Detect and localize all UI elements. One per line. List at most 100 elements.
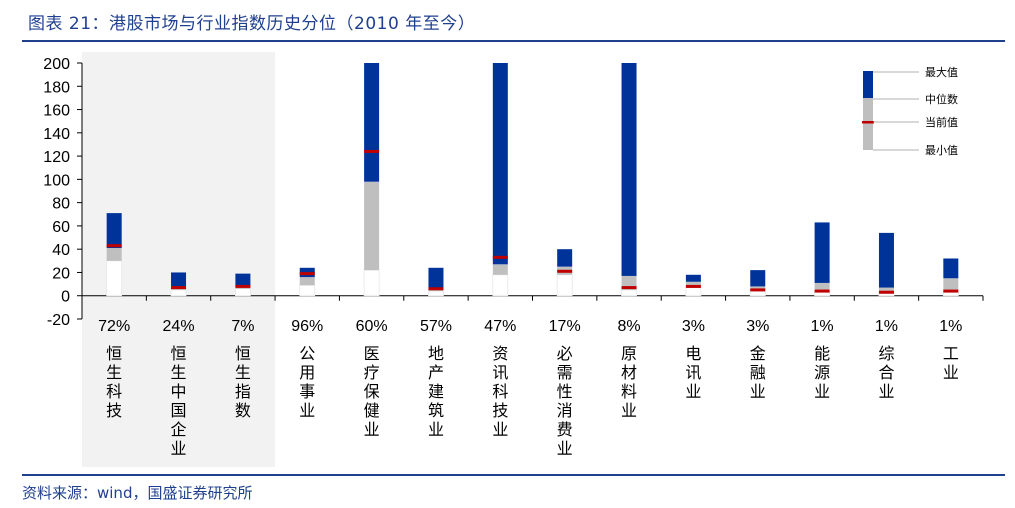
category-label: 必需性消费业 (557, 344, 573, 458)
percentile-label: 24% (163, 318, 195, 335)
bar-upper-segment (171, 272, 187, 287)
bar-min-segment (234, 288, 251, 297)
legend-lower-swatch (863, 98, 873, 150)
bar-lower-segment (685, 281, 701, 288)
legend-label: 中位数 (925, 92, 958, 106)
bar-lower-segment (492, 264, 508, 275)
percentile-label: 72% (98, 318, 130, 335)
percentile-label: 3% (682, 318, 705, 335)
bar-lower-segment (299, 277, 315, 286)
bar-upper-segment (750, 270, 766, 287)
category-label: 综合业 (878, 344, 894, 401)
bar-upper-segment (492, 63, 508, 265)
chart-title: 图表 21：港股市场与行业指数历史分位（2010 年至今） (28, 14, 476, 34)
y-tick-label: 20 (52, 265, 70, 282)
percentile-label: 1% (811, 318, 834, 335)
bar-upper-segment (943, 258, 959, 279)
current-value-marker (299, 272, 315, 276)
bar-min-segment (428, 290, 444, 297)
percentile-label: 3% (746, 318, 769, 335)
bars-group (106, 63, 959, 297)
labels-group: 72% 恒生科技 24% 恒生中国企业 7% 恒生指数 96% 公用事业 60% 医疗保健业 57%… (98, 318, 962, 458)
percentile-label: 60% (356, 318, 388, 335)
category-label: 原材料业 (621, 344, 637, 420)
y-tick-label: 180 (43, 79, 70, 96)
percentile-label: 8% (617, 318, 640, 335)
bar-min-segment (621, 289, 637, 297)
y-tick-label: 100 (43, 172, 70, 189)
bar-min-segment (492, 274, 509, 297)
bar-min-segment (814, 291, 831, 297)
bar-upper-segment (235, 273, 251, 287)
bar-min-segment (106, 260, 123, 297)
y-tick-label: 80 (52, 196, 70, 213)
percentile-label: 47% (484, 318, 516, 335)
category-label: 恒生中国企业 (171, 344, 187, 458)
category-label: 能源业 (814, 344, 830, 401)
current-value-marker (106, 244, 122, 248)
bar-min-segment (878, 292, 895, 297)
category-label: 地产建筑业 (428, 344, 444, 439)
current-value-marker (814, 289, 830, 293)
legend-label: 最大值 (925, 65, 958, 79)
y-tick-label: 140 (43, 126, 70, 143)
percentile-label: 96% (291, 318, 323, 335)
current-value-marker (557, 269, 573, 273)
percentile-label: 7% (231, 318, 254, 335)
current-value-marker (943, 289, 959, 293)
bar-min-segment (749, 290, 766, 297)
current-value-marker (364, 149, 380, 153)
axis-group: -20 0 20 40 60 80 100 120 140 160 180 200 (43, 56, 984, 329)
percentile-label: 1% (875, 318, 898, 335)
source-rule (22, 474, 1005, 476)
legend-current-swatch (862, 121, 874, 124)
category-label: 工业 (943, 344, 959, 382)
bar-upper-segment (106, 213, 122, 249)
bar-min-segment (170, 289, 187, 297)
legend-label: 最小值 (925, 144, 958, 157)
legend-label: 当前值 (925, 115, 958, 129)
bar-min-segment (685, 287, 702, 297)
legend-max-swatch (863, 71, 873, 98)
y-tick-label: 200 (43, 56, 70, 73)
bar-upper-segment (878, 232, 894, 288)
current-value-marker (428, 287, 444, 291)
bar-lower-segment (814, 282, 830, 293)
source-note: 资料来源：wind，国盛证券研究所 (22, 484, 253, 502)
bar-min-segment (556, 274, 573, 297)
bar-upper-segment (814, 222, 830, 283)
bar-upper-segment (557, 249, 573, 267)
bar-lower-segment (364, 181, 380, 271)
bar-upper-segment (685, 274, 701, 282)
category-label: 恒生指数 (235, 344, 251, 420)
bar-upper-segment (621, 63, 637, 276)
current-value-marker (235, 284, 251, 288)
bar-lower-segment (943, 278, 959, 293)
y-tick-label: 0 (61, 289, 70, 306)
bar-min-segment (942, 291, 959, 297)
bar-min-segment (363, 269, 380, 297)
current-value-marker (171, 286, 187, 290)
percentile-label: 57% (420, 318, 452, 335)
category-label: 资讯科技业 (492, 344, 508, 439)
y-tick-label: 160 (43, 103, 70, 120)
category-label: 公用事业 (299, 344, 315, 420)
current-value-marker (750, 288, 766, 292)
y-tick-label: 60 (52, 219, 70, 236)
bar-min-segment (299, 284, 316, 297)
category-label: 医疗保健业 (364, 344, 380, 439)
current-value-marker (621, 286, 637, 290)
bar-upper-segment (364, 63, 380, 182)
bar-lower-segment (878, 287, 894, 294)
percentile-label: 1% (939, 318, 962, 335)
current-value-marker (492, 255, 508, 259)
category-label: 金融业 (750, 344, 766, 401)
current-value-marker (878, 290, 894, 294)
percentile-label: 17% (549, 318, 581, 335)
y-tick-label: -20 (47, 312, 70, 329)
bar-lower-segment (106, 248, 122, 261)
title-rule (22, 40, 1005, 42)
category-label: 电讯业 (685, 344, 701, 401)
